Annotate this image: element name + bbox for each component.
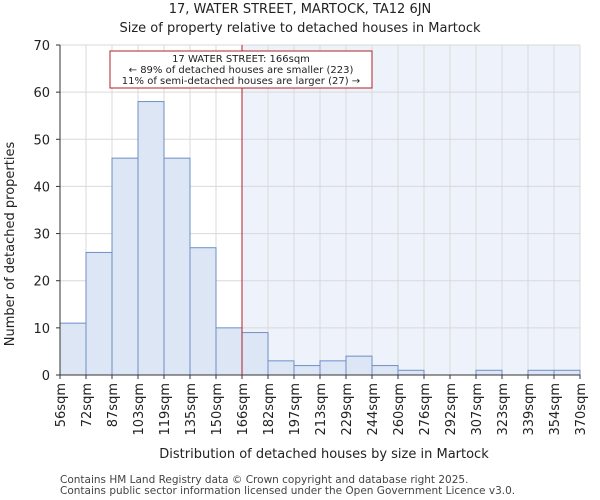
chart-subtitle: Size of property relative to detached ho… (119, 21, 481, 36)
bar-72sqm (85, 251, 113, 376)
y-tick-label: 30 (33, 228, 50, 243)
x-tick-label: 182sqm (262, 383, 277, 436)
annotation-frame (109, 50, 373, 89)
x-tick-label: 197sqm (288, 383, 303, 436)
x-tick-label: 244sqm (366, 383, 381, 436)
bar-229sqm (345, 355, 373, 376)
bar-87sqm (111, 157, 139, 376)
x-tick-label: 103sqm (132, 383, 147, 436)
x-tick-label: 213sqm (314, 383, 329, 436)
annotation-line-3: 11% of semi-detached houses are larger (… (122, 76, 360, 87)
y-tick-label: 0 (42, 369, 50, 384)
x-tick-label: 292sqm (444, 383, 459, 436)
bar-135sqm (189, 247, 217, 376)
bar-307sqm (475, 369, 503, 376)
bar-244sqm (371, 365, 399, 376)
x-tick-label: 276sqm (418, 383, 433, 436)
y-tick-label: 60 (33, 86, 50, 101)
chart-title: 17, WATER STREET, MARTOCK, TA12 6JN (169, 2, 432, 17)
x-tick-label: 339sqm (522, 383, 537, 436)
x-tick-label: 323sqm (496, 383, 511, 436)
bar-339sqm (527, 369, 555, 376)
bar-150sqm (215, 327, 243, 376)
x-tick-label: 72sqm (80, 383, 95, 427)
annotation-box: 17 WATER STREET: 166sqm ← 89% of detache… (109, 50, 373, 89)
annotation-line-1: 17 WATER STREET: 166sqm (172, 54, 310, 65)
x-tick-label: 307sqm (470, 383, 485, 436)
shaded-region-layer (242, 45, 580, 375)
bar-56sqm (59, 322, 87, 376)
bars-layer (59, 101, 581, 376)
bar-103sqm (137, 101, 165, 376)
y-tick-label: 40 (33, 180, 50, 195)
y-tick-label: 50 (33, 133, 50, 148)
x-axis-label: Distribution of detached houses by size … (159, 447, 489, 462)
bar-119sqm (163, 157, 191, 376)
x-tick-label: 229sqm (340, 383, 355, 436)
bar-182sqm (267, 360, 295, 376)
x-tick-label: 150sqm (210, 383, 225, 436)
y-axis-label: Number of detached properties (3, 142, 18, 347)
bar-213sqm (319, 360, 347, 376)
bar-260sqm (397, 369, 425, 376)
y-tick-label: 70 (33, 39, 50, 54)
bar-354sqm (553, 369, 581, 376)
x-tick-label: 87sqm (106, 383, 121, 427)
x-tick-label: 135sqm (184, 383, 199, 436)
x-tick-label: 260sqm (392, 383, 407, 436)
footer-line-2: Contains public sector information licen… (60, 485, 516, 497)
bar-166sqm (241, 332, 269, 376)
axes-layer: 0 10 20 30 40 50 60 70 56sqm 72sqm 87sqm 103sqm 119s… (33, 39, 589, 436)
x-tick-label: 370sqm (574, 383, 589, 436)
y-tick-label: 20 (33, 275, 50, 290)
x-tick-label: 166sqm (236, 383, 251, 436)
x-tick-label: 56sqm (54, 383, 69, 427)
x-tick-label: 119sqm (158, 383, 173, 436)
y-tick-label: 10 (33, 322, 50, 337)
footer-line-1: Contains HM Land Registry data © Crown c… (60, 474, 469, 486)
x-tick-label: 354sqm (548, 383, 563, 436)
bar-197sqm (293, 365, 321, 376)
larger-region-shade (242, 45, 580, 375)
annotation-line-2: ← 89% of detached houses are smaller (22… (129, 65, 354, 76)
